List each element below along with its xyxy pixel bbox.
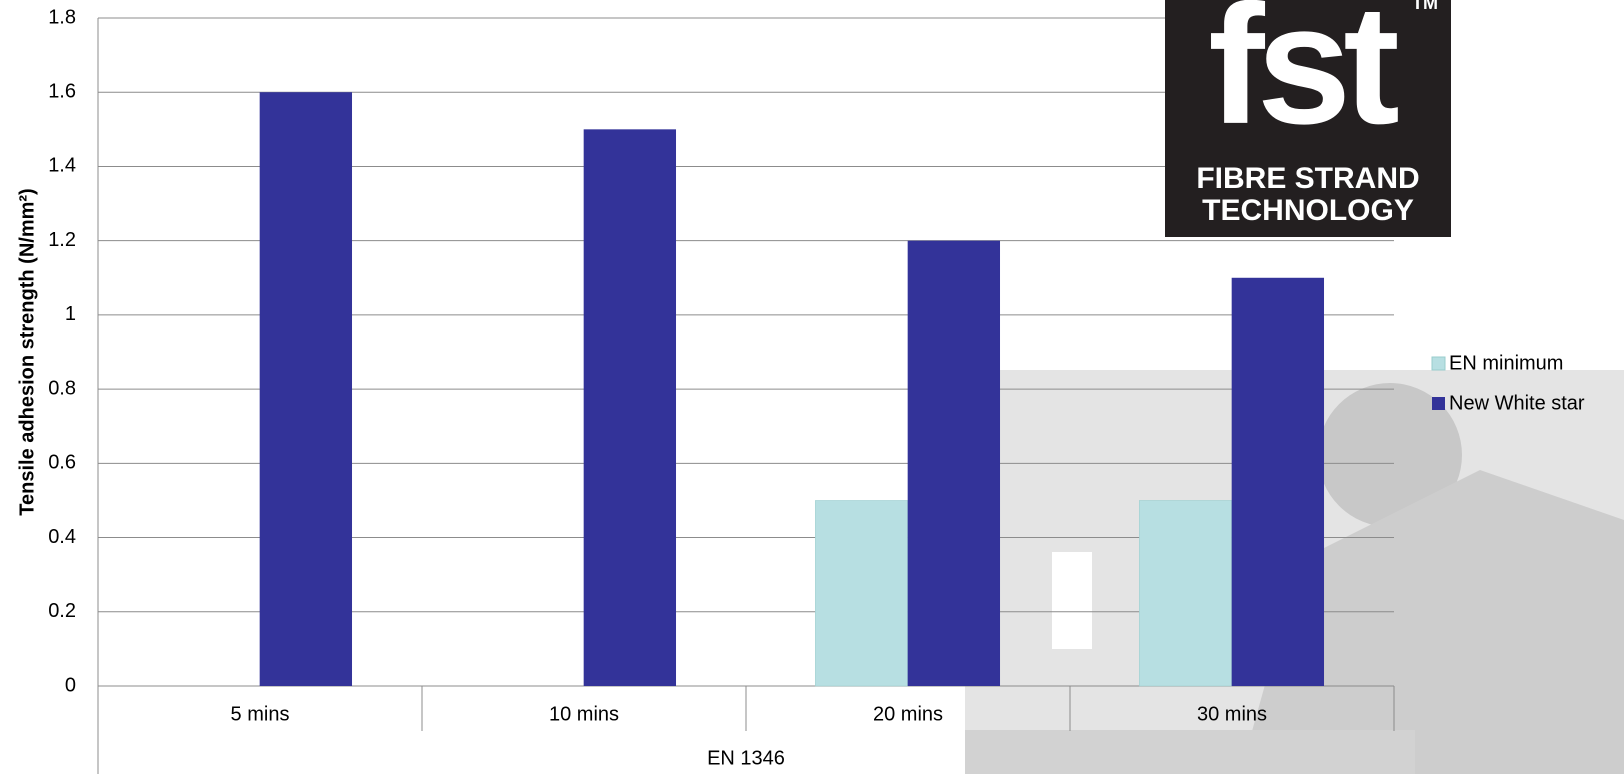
bar: [907, 240, 1001, 686]
y-tick-label: 1.6: [48, 81, 76, 103]
y-axis-label: Tensile adhesion strength (N/mm²): [16, 188, 38, 515]
y-tick-label: 0: [65, 674, 76, 696]
legend-swatch: [1432, 397, 1445, 410]
y-tick-label: 0.6: [48, 452, 76, 474]
y-tick-label: 0.2: [48, 600, 76, 622]
legend-label: New White star: [1449, 392, 1585, 414]
y-tick-label: 0.8: [48, 377, 76, 399]
y-tick-label: 0.4: [48, 526, 76, 548]
legend-label: EN minimum: [1449, 352, 1563, 374]
x-tick-label: 5 mins: [231, 703, 290, 725]
logo: fst TM FIBRE STRAND TECHNOLOGY: [1165, 0, 1451, 237]
y-tick-label: 1: [65, 303, 76, 325]
bar: [583, 129, 677, 687]
x-tick-label: 10 mins: [549, 703, 619, 725]
bar: [1139, 500, 1232, 687]
logo-line: FIBRE STRAND: [1196, 162, 1419, 195]
y-tick-label: 1.8: [48, 6, 76, 28]
legend-swatch: [1431, 356, 1446, 371]
x-tick-label: 30 mins: [1197, 703, 1267, 725]
logo-trademark: TM: [1412, 0, 1438, 13]
x-tick-label: 20 mins: [873, 703, 943, 725]
y-tick-label: 1.2: [48, 229, 76, 251]
logo-mark: fst: [1208, 0, 1398, 160]
group-label: EN 1346: [707, 747, 785, 769]
bar: [259, 92, 353, 686]
bar: [1231, 277, 1325, 686]
logo-line: TECHNOLOGY: [1202, 194, 1414, 227]
y-tick-label: 1.4: [48, 155, 76, 177]
bar: [815, 500, 908, 687]
